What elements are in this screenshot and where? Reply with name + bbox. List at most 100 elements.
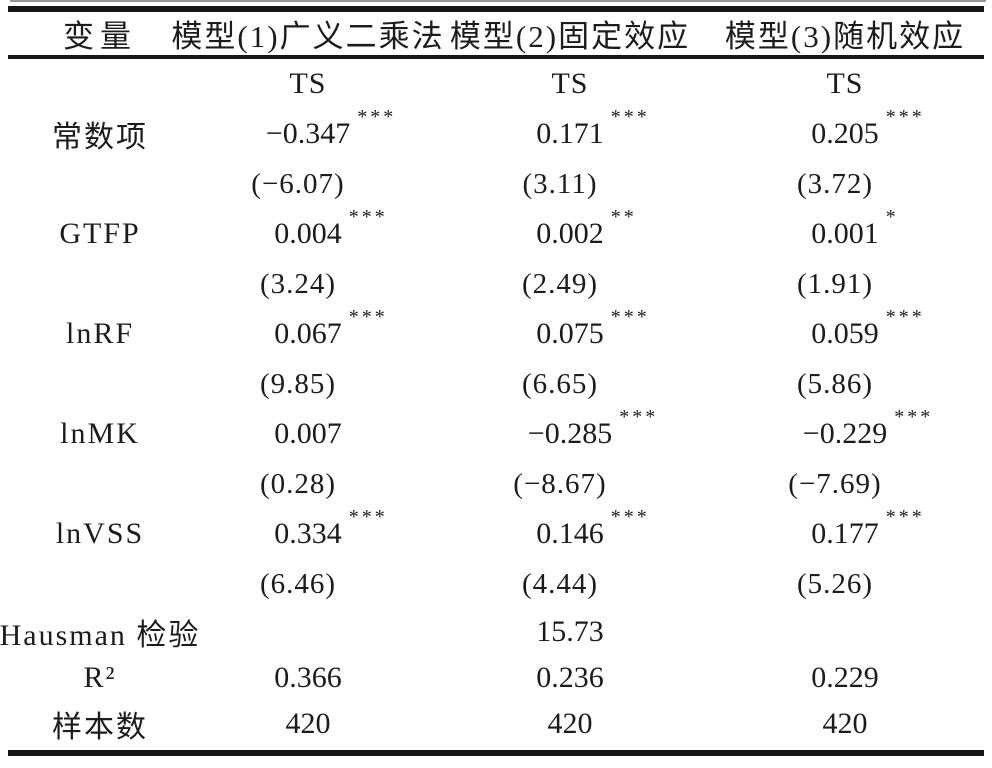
coefficient-cell: 0.075 ***: [416, 306, 724, 351]
tvalue-cell: (3.24): [190, 268, 406, 301]
t-statistic: (−8.67): [513, 467, 607, 500]
significance-stars: ***: [348, 306, 388, 328]
t-statistic: (6.46): [259, 567, 337, 600]
significance-stars: *: [885, 206, 899, 228]
coefficient-value: −0.347: [265, 117, 351, 150]
tvalue-cell: (3.72): [714, 168, 956, 201]
tvalue-cell: (5.26): [714, 568, 956, 601]
significance-stars: **: [610, 206, 637, 228]
header-model-1: 模型(1)广义二乘法: [171, 19, 445, 54]
coefficient-value: 0.334: [274, 517, 342, 550]
coefficient-cell: 0.007: [200, 417, 416, 451]
row-label: lnRF: [65, 317, 135, 350]
significance-stars: ***: [610, 306, 650, 328]
table-header-row: 变量 模型(1)广义二乘法 模型(2)固定效应 模型(3)随机效应: [0, 12, 992, 55]
coefficient-value: −0.229: [802, 417, 888, 450]
t-statistic: (3.11): [522, 167, 598, 200]
significance-stars: ***: [894, 406, 934, 428]
t-statistic: (6.65): [521, 367, 599, 400]
coefficient-cell: −0.285 ***: [416, 406, 724, 451]
tvalue-cell: (1.91): [714, 268, 956, 301]
tvalue-row: (3.24) (2.49) (1.91): [0, 259, 992, 309]
subheader-ts-2: TS: [551, 67, 589, 100]
coefficient-cell: 0.205 ***: [724, 106, 966, 151]
hausman-row: Hausman 检验 15.73: [0, 609, 992, 655]
coefficient-value: 0.075: [536, 317, 604, 350]
tvalue-row: (6.46) (4.44) (5.26): [0, 559, 992, 609]
coefficient-cell: 0.067 ***: [200, 306, 416, 351]
coefficient-cell: 0.004 ***: [200, 206, 416, 251]
row-label: lnVSS: [55, 517, 145, 550]
table-row: lnVSS 0.334 *** 0.146 *** 0.177 ***: [0, 506, 992, 559]
significance-stars: ***: [619, 406, 659, 428]
table-row: GTFP 0.004 *** 0.002 ** 0.001 *: [0, 206, 992, 259]
t-statistic: (−7.69): [788, 467, 882, 500]
stat-cell: 420: [285, 707, 331, 740]
header-variable: 变量: [63, 19, 137, 54]
tvalue-row: (−6.07) (3.11) (3.72): [0, 159, 992, 209]
t-statistic: (−6.07): [251, 167, 345, 200]
coefficient-cell: 0.002 **: [416, 206, 724, 251]
t-statistic: (5.26): [796, 567, 874, 600]
significance-stars: ***: [348, 506, 388, 528]
row-label: lnMK: [60, 417, 140, 450]
subheader-ts-3: TS: [826, 67, 864, 100]
tvalue-row: (9.85) (6.65) (5.86): [0, 359, 992, 409]
significance-stars: ***: [885, 306, 925, 328]
stat-cell: 15.73: [536, 615, 604, 648]
coefficient-value: 0.067: [274, 317, 342, 350]
row-label: GTFP: [59, 217, 141, 250]
coefficient-value: 0.205: [811, 117, 879, 150]
coefficient-cell: 0.059 ***: [724, 306, 966, 351]
stat-cell: 0.229: [811, 661, 879, 694]
coefficient-value: 0.002: [536, 217, 604, 250]
coefficient-cell: 0.177 ***: [724, 506, 966, 551]
coefficient-value: 0.177: [811, 517, 879, 550]
coefficient-cell: 0.146 ***: [416, 506, 724, 551]
header-model-2: 模型(2)固定效应: [449, 19, 691, 54]
significance-stars: ***: [348, 206, 388, 228]
row-label: Hausman 检验: [0, 619, 201, 652]
coefficient-cell: −0.347 ***: [200, 106, 416, 151]
tvalue-cell: (5.86): [714, 368, 956, 401]
coefficient-cell: 0.334 ***: [200, 506, 416, 551]
tvalue-cell: (4.44): [406, 568, 714, 601]
coefficient-value: 0.146: [536, 517, 604, 550]
table-row: lnMK 0.007 −0.285 *** −0.229 ***: [0, 406, 992, 459]
table-top-rule: [8, 6, 984, 12]
coefficient-value: 0.171: [536, 117, 604, 150]
significance-stars: ***: [885, 506, 925, 528]
t-statistic: (3.72): [796, 167, 874, 200]
tvalue-cell: (−6.07): [190, 168, 406, 201]
coefficient-value: 0.004: [274, 217, 342, 250]
tvalue-cell: (−8.67): [406, 468, 714, 501]
table-row: lnRF 0.067 *** 0.075 *** 0.059 ***: [0, 306, 992, 359]
tvalue-cell: (6.65): [406, 368, 714, 401]
t-statistic: (9.85): [259, 367, 337, 400]
t-statistic: (0.28): [259, 467, 337, 500]
subheader-row: TS TS TS: [0, 59, 992, 109]
t-statistic: (2.49): [521, 267, 599, 300]
row-label: 样本数: [52, 711, 148, 744]
tvalue-cell: (0.28): [190, 468, 406, 501]
table-bottom-rule: [8, 750, 984, 756]
header-separator-rule: [8, 55, 984, 59]
tvalue-row: (0.28) (−8.67) (−7.69): [0, 459, 992, 509]
header-model-3: 模型(3)随机效应: [724, 19, 966, 54]
tvalue-cell: (−7.69): [714, 468, 956, 501]
significance-stars: ***: [357, 106, 397, 128]
significance-stars: ***: [885, 106, 925, 128]
coefficient-cell: −0.229 ***: [724, 406, 966, 451]
coefficient-value: −0.285: [527, 417, 613, 450]
coefficient-value: 0.001: [811, 217, 879, 250]
stat-cell: 420: [547, 707, 593, 740]
tvalue-cell: (6.46): [190, 568, 406, 601]
significance-stars: ***: [610, 506, 650, 528]
coefficient-cell: 0.001 *: [724, 206, 966, 251]
table-row: 常数项 −0.347 *** 0.171 *** 0.205 ***: [0, 106, 992, 159]
stat-cell: 0.366: [274, 661, 342, 694]
coefficient-cell: 0.171 ***: [416, 106, 724, 151]
tvalue-cell: (9.85): [190, 368, 406, 401]
stat-cell: 0.236: [536, 661, 604, 694]
sample-size-row: 样本数 420 420 420: [0, 701, 992, 747]
